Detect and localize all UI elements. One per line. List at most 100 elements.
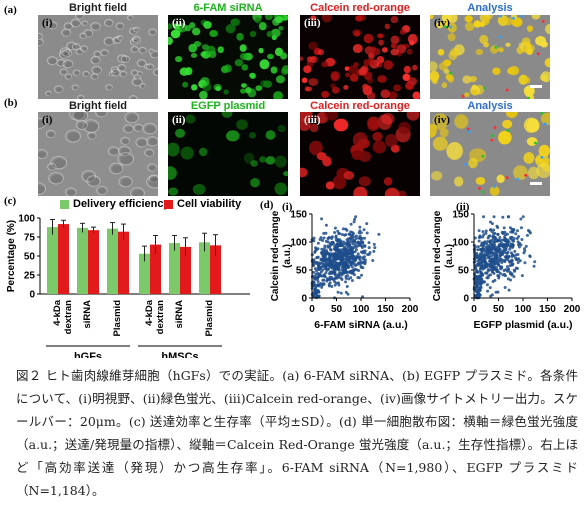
d-point <box>333 283 337 287</box>
d-point <box>476 259 480 263</box>
d-point <box>502 269 506 273</box>
d-point <box>517 235 521 239</box>
d-point <box>477 239 481 243</box>
d-point <box>357 236 361 240</box>
d-point <box>355 255 359 259</box>
d-point <box>491 268 495 272</box>
row-a-sublabel-iii: (iii) <box>304 17 321 29</box>
d-point <box>514 232 518 236</box>
d-point <box>502 226 506 230</box>
d-ytick-label: 100 <box>290 238 307 249</box>
d-xtick-label: 200 <box>402 304 419 315</box>
d-point <box>486 236 490 240</box>
d-point <box>326 244 330 248</box>
d-point <box>320 265 324 269</box>
d-point <box>493 239 497 243</box>
c-bar <box>47 227 58 294</box>
d-point <box>350 233 354 237</box>
d-point <box>314 247 318 251</box>
d-point <box>506 277 510 281</box>
row-a-title-green: 6-FAM siRNA <box>193 2 263 14</box>
d-point <box>327 284 331 288</box>
d-point <box>351 237 355 241</box>
d-point <box>359 273 363 277</box>
d-point <box>486 240 490 244</box>
d-point <box>515 267 519 271</box>
d-point <box>334 253 338 257</box>
d-point <box>365 222 369 226</box>
d-point <box>523 247 527 251</box>
d-point <box>323 246 327 250</box>
d-point <box>320 252 324 256</box>
c-bar <box>169 243 180 294</box>
d-point <box>352 268 356 272</box>
d-point <box>358 255 362 259</box>
d-point <box>360 244 364 248</box>
d-point <box>321 255 325 259</box>
d-point <box>493 254 497 258</box>
d-point <box>484 245 488 249</box>
d-point <box>339 291 343 295</box>
d-point <box>524 244 528 248</box>
legend-swatch-viability <box>164 199 173 209</box>
row-b-sublabel-iii: (iii) <box>304 114 321 126</box>
d-point <box>339 239 343 243</box>
d-point <box>329 259 333 263</box>
d-point <box>523 261 527 265</box>
legend-delivery-efficiency: Delivery efficiency <box>60 198 170 210</box>
d-point <box>316 279 320 283</box>
d-point <box>337 261 341 265</box>
d-point <box>492 235 496 239</box>
d-point <box>330 266 334 270</box>
d-point <box>499 252 503 256</box>
d-point <box>372 242 376 246</box>
panel-label-a: (a) <box>4 4 17 16</box>
d-point <box>492 243 496 247</box>
d-point <box>508 226 512 230</box>
c-group-label-hmscs: hMSCs <box>161 351 198 358</box>
d-point <box>333 230 337 234</box>
d-point <box>317 284 321 288</box>
row-b-title-analysis: Analysis <box>467 100 513 112</box>
d-point <box>349 262 353 266</box>
d-point <box>316 271 320 275</box>
d-point <box>356 252 360 256</box>
d-point <box>350 231 354 235</box>
d-point <box>314 276 318 280</box>
d-point <box>511 243 515 247</box>
d-point <box>482 254 486 258</box>
c-category-label: siRNA <box>174 300 185 329</box>
d-point <box>478 234 482 238</box>
d-point <box>360 236 364 240</box>
d-point <box>488 220 492 224</box>
d-point <box>354 237 358 241</box>
d-point <box>333 271 337 275</box>
d-point <box>316 241 320 245</box>
d-point <box>330 275 334 279</box>
d-point <box>354 215 358 219</box>
row-a-title-bright: Bright field <box>68 2 128 14</box>
d-point <box>476 279 480 283</box>
d-point <box>338 272 342 276</box>
d-point <box>491 280 495 284</box>
c-category-label: Plasmid <box>112 300 123 337</box>
d-point <box>487 255 491 259</box>
panel-label-b: (b) <box>4 97 18 109</box>
d-point <box>496 246 500 250</box>
d-point <box>329 248 333 252</box>
d-point <box>475 286 479 290</box>
d-point <box>342 254 346 258</box>
c-category-label: 4-kDadextran <box>52 299 74 334</box>
d-point <box>336 290 340 294</box>
d-point <box>363 244 367 248</box>
d-point <box>512 239 516 243</box>
d-point <box>361 266 365 270</box>
d-point <box>492 264 496 268</box>
d-point <box>318 262 322 266</box>
d-point <box>533 260 537 264</box>
d-point <box>350 278 354 282</box>
row-a-brightfield-image: (i) <box>38 15 158 99</box>
d-point <box>352 220 356 224</box>
d-point <box>485 242 489 246</box>
d-point <box>350 265 354 269</box>
